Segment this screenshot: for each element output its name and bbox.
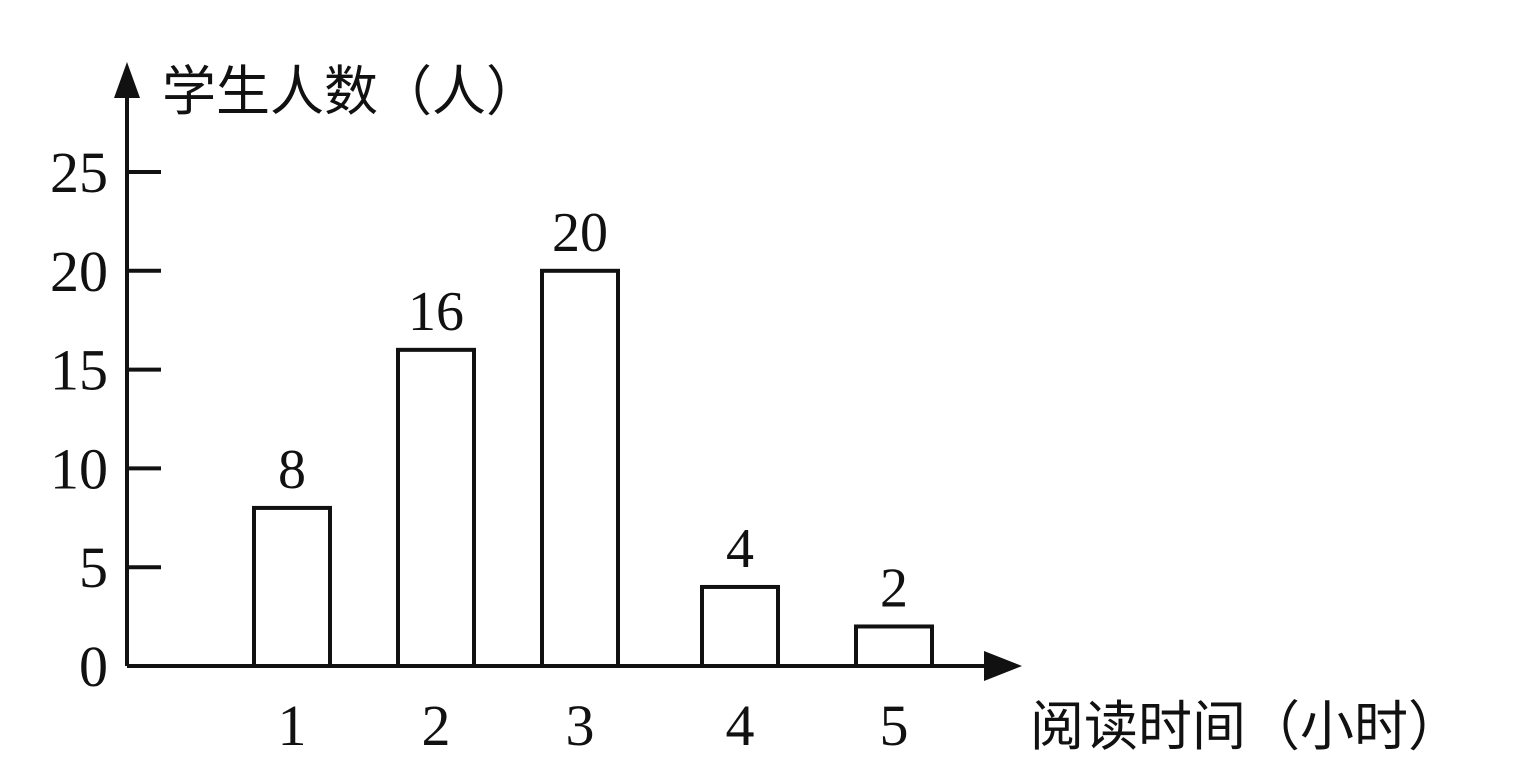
bar-1 xyxy=(252,505,332,669)
data-labels: 8 16 20 4 2 xyxy=(278,202,908,620)
y-axis-title: 学生人数（人） xyxy=(162,60,540,123)
y-tick-label: 15 xyxy=(50,338,108,403)
y-ticks: 0 5 10 15 20 25 xyxy=(50,140,161,699)
bar-4 xyxy=(700,584,780,669)
x-tick-label-1: 1 xyxy=(278,693,307,758)
x-axis-arrow xyxy=(984,651,1022,681)
bar-2 xyxy=(396,347,476,668)
data-label-2: 16 xyxy=(408,281,464,343)
y-axis-arrow xyxy=(114,62,140,98)
data-label-1: 8 xyxy=(278,439,306,501)
bar-3 xyxy=(540,268,620,668)
x-tick-label-5: 5 xyxy=(880,693,909,758)
data-label-5: 2 xyxy=(880,557,908,619)
y-tick-label: 25 xyxy=(50,140,108,205)
data-label-4: 4 xyxy=(726,518,754,580)
bar-5 xyxy=(854,624,934,668)
y-tick-label: 0 xyxy=(79,634,108,699)
x-tick-label-3: 3 xyxy=(566,693,595,758)
data-label-3: 20 xyxy=(552,202,608,264)
x-tick-label-4: 4 xyxy=(726,693,755,758)
y-tick-label: 20 xyxy=(50,239,108,304)
y-tick-label: 5 xyxy=(79,535,108,600)
x-tick-label-2: 2 xyxy=(422,693,451,758)
x-ticks: 1 2 3 4 5 xyxy=(278,693,909,758)
bars xyxy=(252,268,934,669)
y-tick-label: 10 xyxy=(50,436,108,501)
x-axis-title: 阅读时间（小时） xyxy=(1030,695,1462,758)
